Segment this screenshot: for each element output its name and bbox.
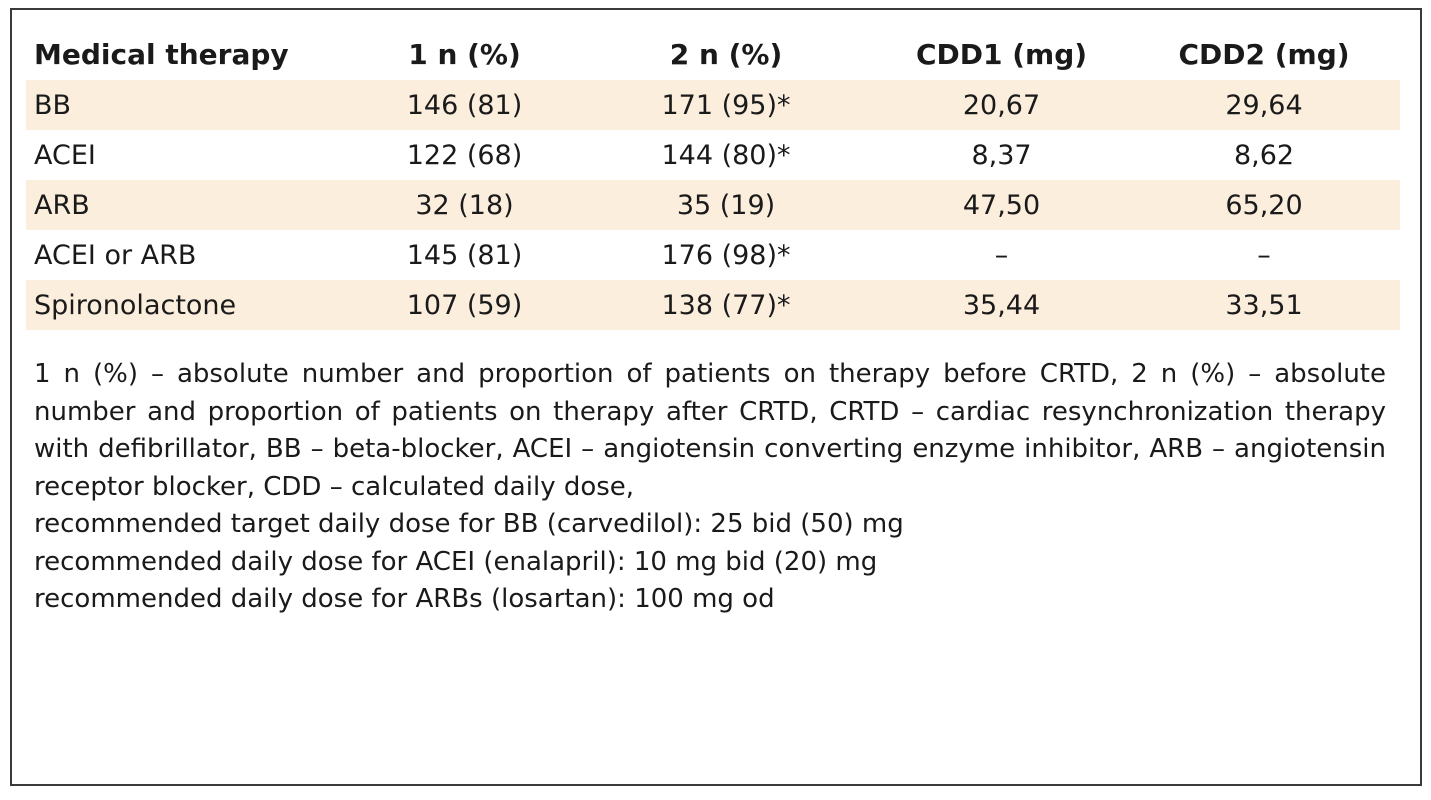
table-row: Spironolactone 107 (59) 138 (77)* 35,44 … bbox=[26, 280, 1400, 330]
cell-n1: 122 (68) bbox=[406, 139, 523, 171]
table-row: ARB 32 (18) 35 (19) 47,50 65,20 bbox=[26, 180, 1400, 230]
cell-cdd2: – bbox=[1257, 239, 1271, 271]
cell-cdd1: 35,44 bbox=[875, 280, 1128, 330]
footnote-acei-dose: recommended daily dose for ACEI (enalapr… bbox=[34, 546, 878, 577]
cell-n1: 145 (81) bbox=[406, 239, 523, 271]
cell-n2: 144 (80)* bbox=[661, 139, 791, 171]
cell-therapy: ARB bbox=[26, 180, 352, 230]
cell-cdd1: – bbox=[994, 239, 1009, 271]
cell-cdd2: 29,64 bbox=[1128, 80, 1400, 130]
table-row: ACEI 122 (68) 144 (80)* 8,37 8,62 bbox=[26, 130, 1400, 180]
cell-n2: 176 (98)* bbox=[661, 239, 791, 271]
footnote-arb-dose: recommended daily dose for ARBs (losarta… bbox=[34, 584, 775, 614]
cell-cdd1: 47,50 bbox=[875, 180, 1128, 230]
cell-therapy: Spironolactone bbox=[26, 280, 352, 330]
header-medical-therapy: Medical therapy bbox=[34, 37, 289, 71]
cell-cdd2: 65,20 bbox=[1128, 180, 1400, 230]
header-cdd2: CDD2 (mg) bbox=[1178, 37, 1350, 71]
cell-n1: 107 (59) bbox=[352, 280, 577, 330]
cell-therapy: BB bbox=[26, 80, 352, 130]
table-frame bbox=[10, 8, 1422, 786]
footnote-abbreviations: 1 n (%) – absolute number and proportion… bbox=[34, 359, 1386, 502]
cell-cdd1: 8,37 bbox=[971, 139, 1032, 171]
table-row: ACEI or ARB 145 (81) 176 (98)* – – bbox=[26, 230, 1400, 280]
table-header-row: Medical therapy 1 n (%) 2 n (%) CDD1 (mg… bbox=[26, 28, 1400, 80]
cell-n2: 138 (77)* bbox=[577, 280, 875, 330]
cell-cdd1: 20,67 bbox=[875, 80, 1128, 130]
header-1n: 1 n (%) bbox=[408, 37, 521, 71]
cell-n1: 146 (81) bbox=[352, 80, 577, 130]
table-row: BB 146 (81) 171 (95)* 20,67 29,64 bbox=[26, 80, 1400, 130]
cell-therapy: ACEI or ARB bbox=[34, 239, 197, 271]
cell-n2: 35 (19) bbox=[577, 180, 875, 230]
therapy-table: Medical therapy 1 n (%) 2 n (%) CDD1 (mg… bbox=[26, 28, 1400, 330]
header-2n: 2 n (%) bbox=[669, 37, 783, 71]
cell-therapy: ACEI bbox=[34, 139, 96, 171]
table-footnotes: 1 n (%) – absolute number and proportion… bbox=[34, 356, 1386, 619]
cell-cdd2: 33,51 bbox=[1128, 280, 1400, 330]
cell-n2: 171 (95)* bbox=[577, 80, 875, 130]
header-cdd1: CDD1 (mg) bbox=[915, 37, 1088, 71]
cell-n1: 32 (18) bbox=[352, 180, 577, 230]
cell-cdd2: 8,62 bbox=[1233, 139, 1295, 171]
footnote-bb-target: recommended target daily dose for BB (ca… bbox=[34, 509, 904, 539]
